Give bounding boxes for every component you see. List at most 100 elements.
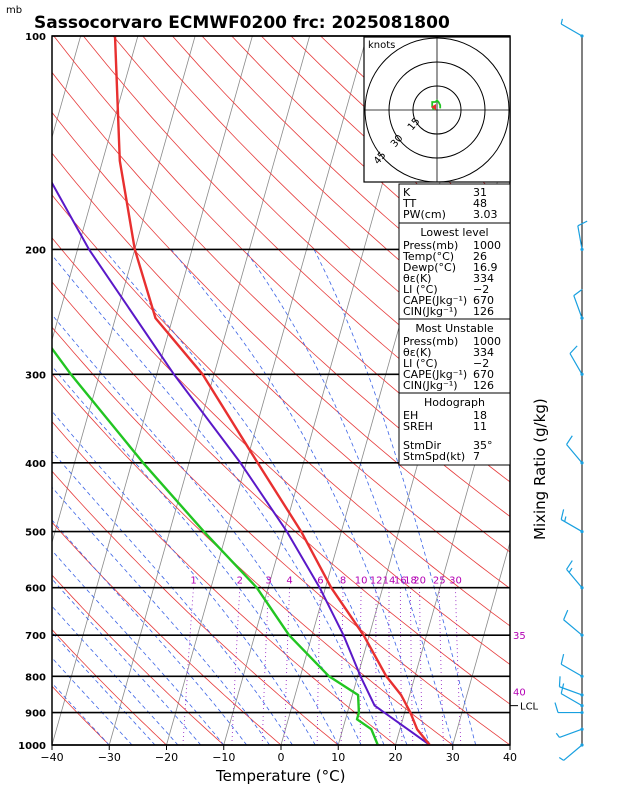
x-tick-label: 30 [446,751,460,764]
theta-label: 35 [513,631,526,642]
pressure-tick-label: 100 [25,32,46,43]
wind-barb-feather [563,609,569,620]
stats-value: 1000 [473,335,501,348]
wind-barb-staff [560,23,583,37]
stats-value: 670 [473,294,494,307]
pressure-unit-label: mb [6,5,22,16]
theta-labels: 35 40 [513,631,526,698]
x-tick-label: −30 [98,751,121,764]
hodograph-ring [388,61,486,159]
hodograph-rings [364,37,510,182]
stats-label: K [403,186,411,199]
profile-lines [52,36,431,745]
wind-barb-dot [580,674,584,678]
wind-barb-feather [560,509,565,520]
stats-value: 18 [473,409,487,422]
isotherm-line [52,36,253,745]
wind-barb-dot [580,34,584,38]
pressure-axis-ticks: 100 200 300 400 500 600 700 800 900 1000 [18,32,46,752]
stats-value: 48 [473,197,487,210]
wind-barb-feather [558,676,561,687]
moist-adiabat-line [52,549,225,745]
wind-barb-staff [573,295,583,319]
pressure-tick-label: 300 [25,370,46,381]
mixing-ratio-label: 12 [370,576,383,587]
stats-value: 16.9 [473,261,498,274]
stats-value: 3.03 [473,208,498,221]
mixing-ratio-label: 8 [340,576,346,587]
stats-label: CIN(Jkg⁻¹) [403,379,458,392]
dry-adiabat-line [52,111,510,553]
dry-adiabat-line [52,152,510,590]
hodograph-units-label: knots [368,40,395,51]
wind-barb-half-feather [560,18,564,25]
wind-barb-staff [569,353,583,375]
stats-section-header: Most Unstable [415,322,494,335]
isotherm-line [108,36,311,745]
isotherm-line [0,36,23,745]
mixing-ratio-label: 25 [433,576,446,587]
stats-value: 31 [473,186,487,199]
stats-label: TT [402,197,417,210]
mixing-ratio-label: 16 [394,576,407,587]
stats-label: SREH [403,420,433,433]
moist-adiabat-line [52,519,248,745]
mixing-ratio-label: 18 [404,576,417,587]
wind-barb-dot [580,247,584,252]
pressure-tick-label: 400 [25,459,46,470]
stats-label: StmSpd(kt) [403,450,465,463]
stats-label: LI (°C) [403,283,438,296]
dry-adiabat-line [52,281,510,705]
mixing-ratio-label: 1 [190,576,196,587]
wind-barb-dot [580,743,584,747]
wind-barb-staff [559,728,583,738]
stats-label: PW(cm) [403,208,446,221]
dry-adiabat-line [52,685,110,745]
wind-barb-dot [580,693,584,697]
dry-adiabat-line [52,521,282,745]
stats-background [399,184,510,465]
wind-barb-dot [580,372,584,376]
wind-barb-staff [563,744,583,761]
dry-adiabat-line [52,237,510,665]
x-tick-label: −20 [155,751,178,764]
wind-barb-staff [560,693,583,707]
dry-adiabat-line [83,36,510,449]
mixing-ratio-label: 20 [413,576,426,587]
wind-barb-feather [560,683,565,694]
stats-section-header: Hodograph [424,396,485,409]
stats-value: 7 [473,450,480,463]
x-tick-label: 0 [278,751,285,764]
moist-adiabat-line [52,605,179,745]
mixing-ratio-label: 14 [383,576,396,587]
hodograph-trace [431,99,442,111]
wind-barb-feather [577,220,588,227]
moist-adiabat-line [52,365,339,745]
pressure-tick-label: 1000 [18,741,46,752]
hodograph-ring [364,37,510,182]
wind-barb-feather [554,702,559,713]
stats-section-header: Lowest level [420,226,488,239]
isotherm-line [52,36,139,342]
stats-label: Dewp(°C) [403,261,456,274]
storm-motion-marker [431,104,436,110]
mixing-ratio-axis-label: Mixing Ratio (g/kg) [531,398,549,540]
wind-barb-feather [566,435,573,445]
mixing-ratio-label: 10 [355,576,368,587]
stats-label: Press(mb) [403,335,458,348]
x-tick-label: 20 [389,751,403,764]
stats-value: 670 [473,368,494,381]
stats-label: StmDir [403,439,442,452]
stats-label: θε(K) [403,272,431,285]
wind-barb-dot [580,529,584,534]
dry-adiabat-line [52,71,510,518]
mixing-ratio-label: 3 [265,576,271,587]
stats-value: −2 [473,283,489,296]
dry-adiabat-line [52,470,339,745]
dry-adiabat-line [52,629,167,745]
x-tick-label: 40 [503,751,517,764]
isotherm-line [166,36,368,745]
